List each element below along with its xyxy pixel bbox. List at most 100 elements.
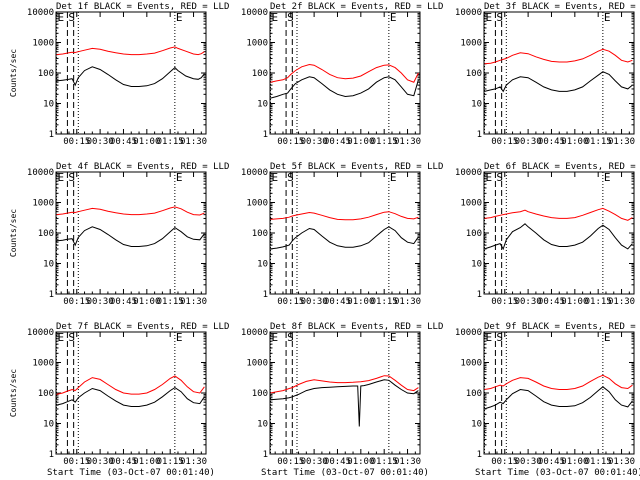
x-tick-label: 00:30 — [87, 137, 114, 147]
x-tick-label: 00:45 — [110, 457, 137, 467]
series-line-events — [56, 387, 205, 407]
marker-label: E — [390, 171, 397, 184]
series-line-events — [56, 66, 205, 87]
x-tick-label: 01:30 — [394, 137, 421, 147]
marker-label: S — [287, 331, 294, 344]
y-tick-label: 100 — [252, 69, 268, 79]
x-tick-label: 00:30 — [87, 297, 114, 307]
x-tick-label: 01:00 — [561, 137, 588, 147]
y-tick-label: 10000 — [455, 328, 482, 338]
x-tick-label: 01:30 — [180, 297, 207, 307]
y-tick-label: 1000 — [32, 39, 54, 49]
x-tick-label: 00:15 — [491, 297, 518, 307]
series-line-lld — [484, 48, 633, 65]
y-tick-label: 10 — [43, 100, 54, 110]
y-tick-label: 100 — [466, 229, 482, 239]
y-tick-label: 10 — [257, 260, 268, 270]
x-tick-label: 01:30 — [180, 457, 207, 467]
marker-label: E — [272, 171, 279, 184]
y-tick-label: 10 — [471, 420, 482, 430]
marker-label: S — [68, 331, 75, 344]
x-tick-label: 01:30 — [608, 137, 635, 147]
marker-label: E — [604, 11, 611, 24]
y-tick-label: 1000 — [32, 199, 54, 209]
marker-label: S — [68, 171, 75, 184]
x-tick-label: 01:15 — [585, 137, 612, 147]
y-tick-label: 10 — [43, 260, 54, 270]
x-tick-label: 00:30 — [301, 457, 328, 467]
y-tick-label: 10000 — [27, 8, 54, 18]
chart-panel-3: Det 3f BLACK = Events, RED = LLD 1 10 100 10… — [455, 2, 640, 147]
x-tick-label: 01:15 — [157, 457, 184, 467]
y-tick-label: 1000 — [246, 359, 268, 369]
series-line-lld — [56, 206, 205, 216]
y-tick-label: 10000 — [27, 328, 54, 338]
y-tick-label: 1000 — [460, 39, 482, 49]
x-tick-label: 01:00 — [347, 137, 374, 147]
chart-panel-7: Det 7f BLACK = Events, RED = LLD 1 10 100 10… — [9, 322, 229, 478]
x-tick-label: 00:45 — [538, 297, 565, 307]
y-tick-label: 10 — [471, 100, 482, 110]
marker-label: E — [604, 331, 611, 344]
series-line-events — [56, 226, 205, 247]
chart-panel-6: Det 6f BLACK = Events, RED = LLD 1 10 100 10… — [455, 162, 640, 307]
y-tick-label: 100 — [466, 389, 482, 399]
x-tick-label: 00:15 — [63, 297, 90, 307]
y-tick-label: 10 — [257, 420, 268, 430]
x-tick-label: 01:00 — [133, 457, 160, 467]
y-tick-label: 1 — [477, 450, 482, 460]
marker-label: E — [176, 331, 183, 344]
x-tick-label: 00:15 — [491, 137, 518, 147]
y-tick-label: 1 — [477, 130, 482, 140]
marker-label: E — [272, 11, 279, 24]
series-line-events — [270, 226, 419, 250]
y-tick-label: 10000 — [455, 8, 482, 18]
marker-label: S — [287, 11, 294, 24]
chart-panel-1: Det 1f BLACK = Events, RED = LLD 1 10 100 10… — [9, 2, 229, 147]
x-tick-label: 00:45 — [324, 457, 351, 467]
series-line-events — [270, 379, 419, 427]
series-line-lld — [56, 46, 205, 56]
chart-panel-8: Det 8f BLACK = Events, RED = LLD 1 10 100 10… — [241, 322, 443, 478]
y-tick-label: 1 — [263, 130, 268, 140]
series-line-events — [270, 76, 419, 99]
x-tick-label: 01:00 — [561, 457, 588, 467]
y-tick-label: 100 — [252, 229, 268, 239]
x-tick-label: 00:45 — [538, 137, 565, 147]
y-tick-label: 1000 — [246, 39, 268, 49]
x-tick-label: 00:30 — [515, 137, 542, 147]
y-tick-label: 10000 — [27, 168, 54, 178]
marker-label: S — [287, 171, 294, 184]
x-axis-label: Start Time (03-Oct-07 00:01:40) — [475, 468, 640, 478]
marker-label: S — [496, 171, 503, 184]
marker-label: S — [496, 331, 503, 344]
chart-title: Det 4f BLACK = Events, RED = LLD — [56, 162, 229, 172]
x-tick-label: 01:15 — [585, 297, 612, 307]
x-tick-label: 00:15 — [63, 137, 90, 147]
marker-label: E — [604, 171, 611, 184]
x-tick-label: 00:30 — [515, 457, 542, 467]
marker-label: E — [176, 171, 183, 184]
marker-label: E — [486, 331, 493, 344]
x-tick-label: 01:15 — [585, 457, 612, 467]
marker-label: E — [58, 11, 65, 24]
x-tick-label: 01:15 — [157, 137, 184, 147]
chart-title: Det 3f BLACK = Events, RED = LLD — [484, 2, 640, 12]
marker-label: E — [272, 331, 279, 344]
x-tick-label: 00:45 — [110, 137, 137, 147]
x-tick-label: 01:00 — [133, 137, 160, 147]
chart-title: Det 8f BLACK = Events, RED = LLD — [270, 322, 443, 332]
series-line-lld — [56, 375, 205, 395]
x-tick-label: 01:30 — [394, 297, 421, 307]
y-tick-label: 100 — [466, 69, 482, 79]
marker-label: E — [390, 11, 397, 24]
y-tick-label: 1 — [263, 450, 268, 460]
marker-label: E — [58, 331, 65, 344]
x-tick-label: 00:45 — [324, 137, 351, 147]
x-tick-label: 00:15 — [277, 297, 304, 307]
y-tick-label: 10 — [471, 260, 482, 270]
x-tick-label: 01:00 — [561, 297, 588, 307]
series-line-lld — [270, 375, 419, 394]
y-axis-label: Counts/sec — [9, 209, 18, 257]
